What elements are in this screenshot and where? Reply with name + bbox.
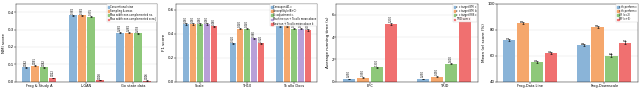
Legend: Censupon A1 c, ConceptStyle(B+C), G: adjustment c., Machine run + To allo mean a: Censupon A1 c, ConceptStyle(B+C), G: adj… — [270, 4, 317, 26]
Bar — [284, 26, 290, 82]
Text: 5.800: 5.800 — [463, 9, 467, 16]
Text: 0.091: 0.091 — [33, 58, 37, 64]
Text: 68: 68 — [582, 41, 586, 44]
Bar — [503, 40, 515, 90]
Legend: z: c target NMI c, z: c target NMI b, z: c target IRIS c, TRID sum c: z: c target NMI c, z: c target NMI b, z:… — [453, 4, 477, 22]
Text: 0.460: 0.460 — [212, 18, 216, 25]
Bar — [356, 78, 369, 82]
Text: 0.250: 0.250 — [421, 70, 425, 77]
Bar — [517, 23, 529, 90]
Text: 72: 72 — [508, 35, 511, 39]
Text: 0.430: 0.430 — [306, 22, 310, 29]
Text: 0.440: 0.440 — [299, 20, 303, 27]
Text: 0.360: 0.360 — [252, 30, 256, 37]
Bar — [298, 29, 304, 82]
Text: 0.382: 0.382 — [80, 7, 84, 14]
Bar — [40, 67, 47, 82]
Text: 0.282: 0.282 — [127, 24, 131, 31]
Bar — [196, 24, 203, 82]
Text: 1.600: 1.600 — [449, 55, 453, 62]
Text: 0.082: 0.082 — [42, 59, 45, 66]
Bar — [291, 29, 297, 82]
Bar — [49, 78, 56, 82]
Bar — [244, 29, 250, 82]
Bar — [251, 38, 257, 82]
Bar — [305, 30, 311, 82]
Bar — [445, 64, 457, 82]
Text: 0.460: 0.460 — [278, 18, 282, 25]
Bar — [385, 24, 397, 82]
Text: 0.320: 0.320 — [259, 35, 263, 42]
Text: 60: 60 — [609, 51, 614, 54]
Text: 0.480: 0.480 — [184, 16, 188, 23]
Bar — [134, 33, 141, 82]
Bar — [211, 26, 217, 82]
Bar — [96, 80, 104, 82]
Bar — [531, 62, 543, 90]
Bar — [343, 79, 355, 82]
Text: 82: 82 — [595, 22, 600, 26]
Bar — [204, 24, 210, 82]
Text: 62: 62 — [549, 48, 553, 52]
Text: 70: 70 — [623, 38, 627, 41]
Bar — [605, 56, 618, 90]
Bar — [431, 76, 444, 82]
Text: 0.460: 0.460 — [285, 18, 289, 25]
Bar — [69, 15, 77, 82]
Y-axis label: NMI score: NMI score — [2, 33, 6, 52]
Text: 0.480: 0.480 — [191, 16, 195, 23]
Text: 0.006: 0.006 — [145, 72, 148, 79]
Text: 0.282: 0.282 — [118, 24, 122, 31]
Text: 5.200: 5.200 — [388, 15, 393, 22]
Text: 0.480: 0.480 — [198, 16, 202, 23]
Y-axis label: Average running time (s): Average running time (s) — [326, 17, 330, 68]
Bar — [182, 24, 189, 82]
Text: 0.440: 0.440 — [292, 20, 296, 27]
Bar — [230, 43, 236, 82]
Bar — [125, 33, 133, 82]
Bar — [22, 67, 30, 82]
Y-axis label: Mean (σ) score (%): Mean (σ) score (%) — [482, 23, 486, 62]
Legend: c th-perform c, c th-perform c, LR (c=2), MF (c+3): c th-perform c, c th-perform c, LR (c=2)… — [616, 4, 637, 22]
Bar — [459, 17, 471, 82]
Bar — [87, 17, 95, 82]
Text: 0.382: 0.382 — [71, 7, 75, 14]
Text: 55: 55 — [535, 57, 539, 61]
Legend: Conventional view, Sampling & areas, Max width non-complemented no., Max width n: Conventional view, Sampling & areas, Max… — [107, 4, 157, 22]
Bar — [143, 81, 150, 82]
Y-axis label: F1 score: F1 score — [163, 34, 166, 51]
Bar — [237, 29, 243, 82]
Bar — [591, 27, 604, 90]
Bar — [577, 45, 589, 90]
Bar — [371, 67, 383, 82]
Bar — [545, 53, 557, 90]
Text: 0.350: 0.350 — [361, 69, 365, 76]
Bar — [276, 26, 283, 82]
Text: 0.082: 0.082 — [24, 59, 28, 66]
Text: 0.375: 0.375 — [89, 8, 93, 15]
Text: 0.440: 0.440 — [244, 20, 249, 27]
Bar — [620, 43, 632, 90]
Text: 0.022: 0.022 — [51, 69, 54, 76]
Bar — [258, 43, 264, 82]
Text: 0.250: 0.250 — [347, 70, 351, 77]
Text: 0.008: 0.008 — [98, 72, 102, 79]
Text: 0.320: 0.320 — [230, 35, 235, 42]
Bar — [116, 33, 124, 82]
Text: 85: 85 — [521, 18, 525, 22]
Bar — [78, 15, 86, 82]
Text: 0.278: 0.278 — [136, 25, 140, 32]
Bar — [31, 66, 39, 82]
Text: 0.450: 0.450 — [435, 68, 439, 75]
Text: 0.480: 0.480 — [205, 16, 209, 23]
Bar — [189, 24, 196, 82]
Text: 1.300: 1.300 — [375, 59, 379, 66]
Text: 0.440: 0.440 — [237, 20, 242, 27]
Bar — [417, 79, 429, 82]
